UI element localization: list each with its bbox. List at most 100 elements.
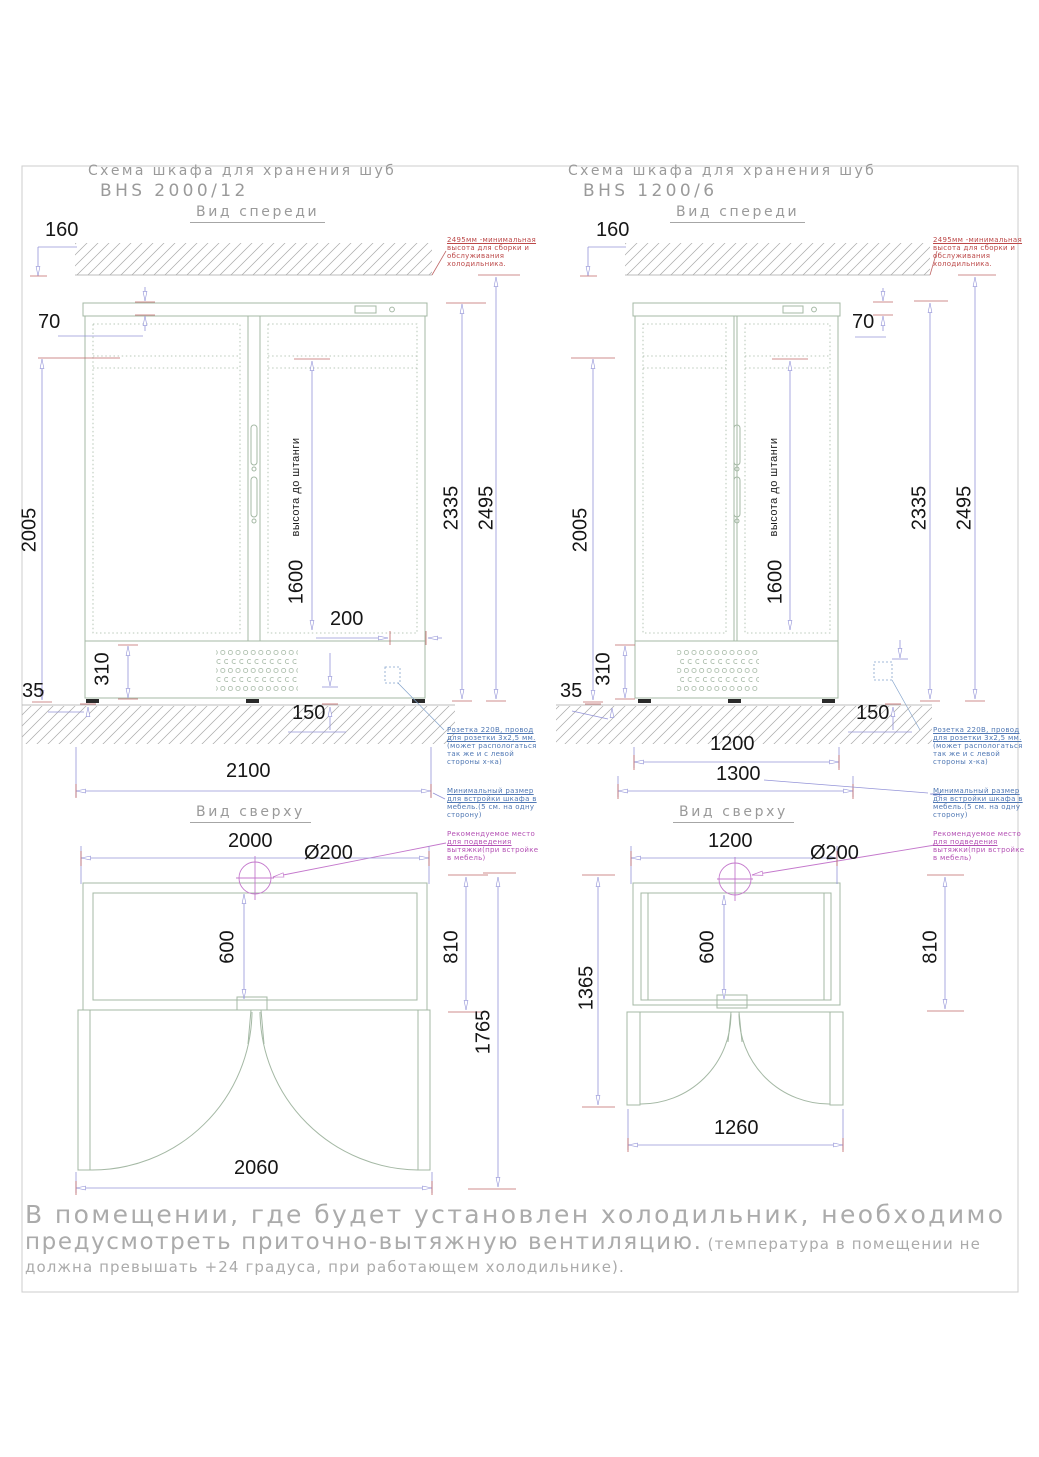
dim-left-duct: Ø200 — [304, 842, 353, 864]
right-top-dimensions — [582, 846, 964, 1152]
note-line: для розетки 3х2,5 мм. — [933, 734, 1022, 742]
note-line: для подведения — [933, 838, 998, 846]
dim-left-duct-offset: 600 — [216, 930, 239, 964]
dim-right-socket-depth: 150 — [856, 702, 890, 724]
note-line: (может распологаться — [933, 742, 1023, 750]
right-model: BHS 1200/6 — [583, 181, 718, 201]
dim-right-body-depth: 810 — [919, 930, 942, 964]
note-line: для встройки шкафа в — [447, 795, 537, 803]
note-left-builtin: Минимальный размер для встройки шкафа в … — [447, 787, 549, 819]
right-top-view-label: Вид сверху — [673, 804, 794, 823]
note-line: вытяжки(при встройке — [933, 846, 1025, 854]
footer-line2: предусмотреть приточно-вытяжную вентиляц… — [25, 1229, 981, 1255]
note-line: Минимальный размер — [933, 787, 1020, 795]
footer-line2-small: (температура в помещении не — [707, 1235, 981, 1253]
left-top-geometry — [77, 842, 447, 1171]
note-line: Рекомендуемое место — [447, 830, 536, 838]
left-front-view-label: Вид спереди — [190, 204, 326, 223]
dim-left-total-height: 2495 — [475, 485, 498, 531]
dim-right-top-bar: 70 — [852, 311, 875, 333]
left-top-dimensions — [75, 846, 516, 1195]
left-front-dimensions — [30, 246, 520, 800]
note-line: для встройки шкафа в — [933, 795, 1023, 803]
note-left-exhaust: Рекомендуемое место для подведения вытяж… — [447, 830, 549, 862]
note-line: обслуживания — [933, 252, 991, 260]
dim-left-cabinet-height: 2335 — [440, 485, 463, 531]
note-right-exhaust: Рекомендуемое место для подведения вытяж… — [933, 830, 1035, 862]
dim-right-feet: 35 — [560, 680, 583, 702]
left-top-view-label: Вид сверху — [190, 804, 311, 823]
note-line: Розетка 220В, провод — [447, 726, 534, 734]
note-line: Розетка 220В, провод — [933, 726, 1020, 734]
dim-right-cabinet-height: 2335 — [908, 485, 931, 531]
dim-right-ceiling-gap: 160 — [596, 219, 630, 241]
right-front-view-label: Вид спереди — [670, 204, 806, 223]
dim-left-socket-depth: 150 — [292, 702, 326, 724]
footer-line3: должна превышать +24 градуса, при работа… — [25, 1258, 625, 1276]
dim-right-total-depth: 1365 — [575, 965, 598, 1011]
note-line: для розетки 3х2,5 мм. — [447, 734, 536, 742]
right-front-geometry — [556, 243, 938, 744]
dim-left-body-depth: 810 — [440, 930, 463, 964]
note-line: в мебель) — [447, 854, 486, 862]
dim-right-top-width: 1200 — [708, 830, 753, 852]
note-line: так же и с левой — [447, 750, 515, 758]
dim-right-cabinet-width: 1200 — [710, 733, 755, 755]
right-title: Схема шкафа для хранения шуб — [568, 163, 877, 179]
note-line: холодильника. — [933, 260, 992, 268]
dim-right-duct: Ø200 — [810, 842, 859, 864]
dim-right-builtin-width: 1300 — [716, 763, 761, 785]
dim-left-plinth: 310 — [91, 652, 114, 686]
dim-right-door-height: 2005 — [569, 507, 592, 553]
note-left-socket: Розетка 220В, провод для розетки 3х2,5 м… — [447, 726, 549, 766]
note-line: обслуживания — [447, 252, 505, 260]
note-left-min-height: 2495мм -минимальная высота для сборки и … — [447, 236, 549, 268]
note-line: (может распологаться — [447, 742, 537, 750]
dim-right-rod: 1600 — [764, 559, 787, 605]
note-line: сторону) — [447, 811, 482, 819]
dim-right-total-height: 2495 — [953, 485, 976, 531]
dim-right-duct-offset: 600 — [696, 930, 719, 964]
dim-left-total-depth: 1765 — [472, 1009, 495, 1055]
note-line: мебель.(5 см. на одну — [933, 803, 1021, 811]
note-right-builtin: Минимальный размер для встройки шкафа в … — [933, 787, 1035, 819]
note-right-socket: Розетка 220В, провод для розетки 3х2,5 м… — [933, 726, 1035, 766]
dim-left-top-width: 2000 — [228, 830, 273, 852]
note-line: Минимальный размер — [447, 787, 534, 795]
dim-left-socket-offset: 200 — [330, 608, 364, 630]
left-front-geometry — [22, 243, 455, 744]
note-line: так же и с левой — [933, 750, 1001, 758]
note-line: мебель.(5 см. на одну — [447, 803, 535, 811]
dim-left-rod: 1600 — [285, 559, 308, 605]
note-line: Рекомендуемое место — [933, 830, 1022, 838]
note-line: 2495мм -минимальная — [447, 236, 537, 244]
left-model: BHS 2000/12 — [100, 181, 249, 201]
dim-right-door-span: 1260 — [714, 1117, 759, 1139]
dim-left-door-height: 2005 — [18, 507, 41, 553]
right-front-dimensions — [571, 246, 996, 799]
note-line: высота для сборки и — [933, 244, 1016, 252]
footer-line1: В помещении, где будет установлен холоди… — [25, 1200, 1006, 1229]
note-line: в мебель) — [933, 854, 972, 862]
left-title: Схема шкафа для хранения шуб — [88, 163, 397, 179]
note-line: холодильника. — [447, 260, 506, 268]
dim-right-plinth: 310 — [592, 652, 615, 686]
note-line: вытяжки(при встройке — [447, 846, 539, 854]
left-rod-label: высота до штанги — [290, 437, 302, 537]
right-top-geometry — [626, 844, 936, 1106]
dim-left-door-span: 2060 — [234, 1157, 279, 1179]
dim-left-ceiling-gap: 160 — [45, 219, 79, 241]
note-line: стороны х-ка) — [447, 758, 503, 766]
note-line: стороны х-ка) — [933, 758, 989, 766]
dim-left-feet: 35 — [22, 680, 45, 702]
note-line: 2495мм -минимальная — [933, 236, 1023, 244]
note-line: для подведения — [447, 838, 512, 846]
note-right-min-height: 2495мм -минимальная высота для сборки и … — [933, 236, 1035, 268]
note-line: сторону) — [933, 811, 968, 819]
footer-line2-big: предусмотреть приточно-вытяжную вентиляц… — [25, 1229, 703, 1255]
dim-left-top-bar: 70 — [38, 311, 61, 333]
note-line: высота для сборки и — [447, 244, 530, 252]
right-rod-label: высота до штанги — [768, 437, 780, 537]
